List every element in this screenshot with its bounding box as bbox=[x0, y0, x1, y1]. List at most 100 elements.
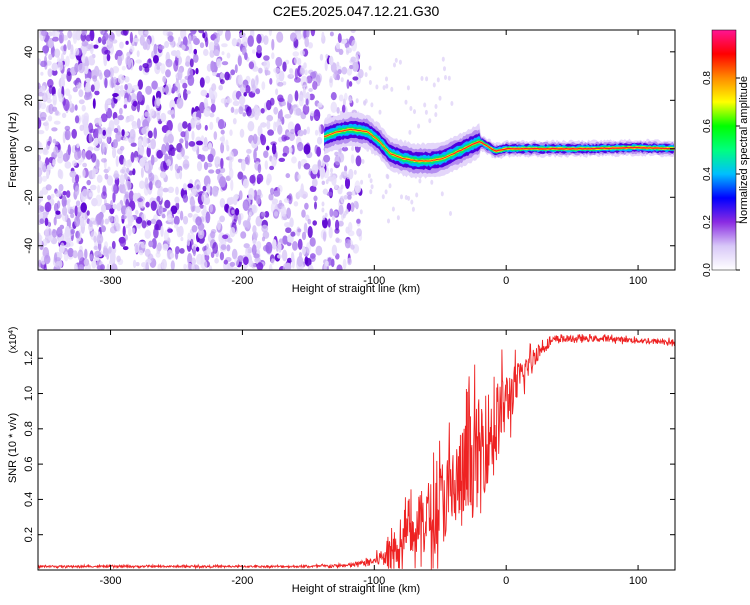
spectrogram-noise-blob bbox=[196, 184, 200, 190]
spectrogram-noise-blob bbox=[47, 78, 54, 88]
spectrogram-noise-blob bbox=[318, 124, 322, 137]
spectrogram-noise-blob bbox=[126, 51, 131, 59]
spectrogram-noise-blob bbox=[116, 202, 122, 212]
spectrogram-noise-blob bbox=[328, 226, 333, 239]
spectrogram-noise-blob bbox=[367, 173, 371, 179]
spectrogram-noise-blob bbox=[104, 49, 111, 55]
spectrogram-noise-blob bbox=[67, 30, 73, 39]
spectrogram-noise-blob bbox=[288, 147, 293, 154]
snr-x-tick-label: -100 bbox=[363, 575, 385, 587]
spectrogram-noise-blob bbox=[144, 162, 149, 172]
spectrogram-signal-trace bbox=[324, 111, 674, 179]
spectrogram-noise-blob bbox=[72, 250, 78, 259]
spectrogram-noise-blob bbox=[208, 41, 215, 52]
spectrogram-noise-blob bbox=[85, 81, 91, 94]
spectrogram-noise-blob bbox=[120, 169, 125, 174]
spectrogram-noise-blob bbox=[225, 30, 231, 41]
spectrogram-noise-blob bbox=[165, 69, 171, 78]
spectrogram-noise-blob bbox=[396, 215, 400, 221]
spectrogram-noise-blob bbox=[96, 233, 104, 245]
spectrogram-noise-blob bbox=[66, 190, 71, 198]
spectrogram-noise-blob bbox=[166, 249, 174, 260]
spectrogram-noise-blob bbox=[335, 42, 341, 49]
spectrogram-noise-blob bbox=[75, 174, 79, 184]
spectrogram-noise-blob bbox=[56, 226, 63, 238]
spectrogram-noise-blob bbox=[353, 169, 357, 175]
spectrogram-noise-blob bbox=[48, 103, 54, 115]
spectrogram-noise-blob bbox=[434, 112, 438, 118]
spectrogram-noise-blob bbox=[115, 131, 122, 142]
spectrogram-noise-blob bbox=[203, 97, 209, 110]
spectrogram-noise-blob bbox=[113, 183, 119, 194]
spectrogram-noise-blob bbox=[257, 163, 262, 174]
spectrogram-noise-blob bbox=[90, 84, 95, 92]
spectrogram-noise-blob bbox=[339, 153, 343, 159]
spectrogram-noise-blob bbox=[86, 210, 90, 216]
spectrogram-noise-blob bbox=[144, 66, 150, 73]
snr-line bbox=[38, 334, 675, 570]
spectrogram-noise-blob bbox=[115, 30, 122, 37]
spectrogram-noise-blob bbox=[413, 109, 416, 115]
spectrogram-noise-blob bbox=[226, 197, 234, 206]
spectrogram-noise-blob bbox=[120, 30, 128, 36]
spectrogram-noise-blob bbox=[50, 193, 55, 199]
spectrogram-noise-blob bbox=[101, 141, 106, 153]
spectrogram-noise-blob bbox=[245, 247, 249, 258]
spectrogram-noise-blob bbox=[124, 84, 128, 91]
spectrogram-noise-blob bbox=[39, 116, 47, 121]
spectrogram-noise-blob bbox=[306, 30, 310, 38]
snr-x-tick-label: 0 bbox=[503, 575, 509, 587]
spectrogram-noise-blob bbox=[105, 99, 112, 105]
spectrogram-noise-blob bbox=[409, 106, 413, 111]
spectrogram-noise-blob bbox=[430, 179, 434, 185]
spectrogram-noise-blob bbox=[74, 216, 81, 227]
spectrogram-noise-blob bbox=[360, 179, 364, 185]
spectrogram-noise-blob bbox=[70, 213, 75, 219]
spectrogram-noise-blob bbox=[370, 102, 374, 108]
spectrogram-noise-blob bbox=[121, 129, 125, 137]
spectrogram-noise-blob bbox=[88, 132, 93, 144]
spectrogram-noise-blob bbox=[58, 93, 64, 103]
spectrogram-noise-blob bbox=[190, 30, 197, 35]
spectrogram-noise-blob bbox=[209, 121, 214, 131]
spectrogram-noise-blob bbox=[306, 75, 313, 84]
spectrogram-noise-blob bbox=[240, 231, 247, 239]
snr-series bbox=[38, 334, 675, 570]
spectrogram-noise-blob bbox=[303, 222, 308, 234]
spectrogram-noise-blob bbox=[88, 122, 94, 134]
spectrogram-noise-blob bbox=[71, 128, 77, 139]
spectrogram-noise-blob bbox=[270, 187, 275, 195]
spectrogram-noise-blob bbox=[322, 215, 326, 221]
spectrogram-noise-blob bbox=[156, 112, 161, 122]
spectrogram-noise-blob bbox=[246, 154, 251, 166]
spectrogram-noise-blob bbox=[133, 38, 140, 43]
colorbar-tick-label: 0.8 bbox=[702, 71, 713, 85]
spectrogram-noise-blob bbox=[191, 257, 197, 266]
spectrogram-noise-blob bbox=[315, 245, 323, 256]
spectrogram-noise-blob bbox=[66, 71, 72, 82]
spectrogram-noise-blob bbox=[293, 56, 300, 65]
spectrogram-noise-blob bbox=[295, 32, 302, 41]
spectrogram-noise-blob bbox=[369, 189, 373, 195]
spectrogram-noise-blob bbox=[249, 174, 256, 184]
spectrogram-noise-blob bbox=[252, 49, 256, 54]
spectrogram-noise-blob bbox=[165, 58, 173, 68]
spectrogram-noise-blob bbox=[266, 145, 270, 151]
spectrogram-noise-blob bbox=[199, 77, 205, 88]
spectrogram-noise-blob bbox=[54, 257, 62, 262]
spectrogram-noise-blob bbox=[325, 260, 329, 267]
spectrogram-noise-blob bbox=[295, 108, 302, 116]
spectrogram-noise-blob bbox=[129, 45, 135, 53]
spectrogram-noise-blob bbox=[281, 101, 287, 106]
spectrogram-noise-blob bbox=[268, 30, 272, 36]
spectrogram-noise-blob bbox=[348, 81, 353, 87]
spectrogram-noise-blob bbox=[146, 146, 151, 158]
spectrogram-noise-blob bbox=[183, 88, 188, 101]
spectrogram-noise-blob bbox=[312, 220, 318, 226]
snr-x-tick-label: -200 bbox=[231, 575, 253, 587]
spectrogram-noise-blob bbox=[136, 91, 143, 103]
spectrogram-noise-blob bbox=[38, 101, 41, 111]
spectrogram-noise-blob bbox=[166, 159, 172, 167]
spectrogram-noise-blob bbox=[42, 165, 47, 173]
spectrogram-noise-blob bbox=[327, 218, 331, 228]
